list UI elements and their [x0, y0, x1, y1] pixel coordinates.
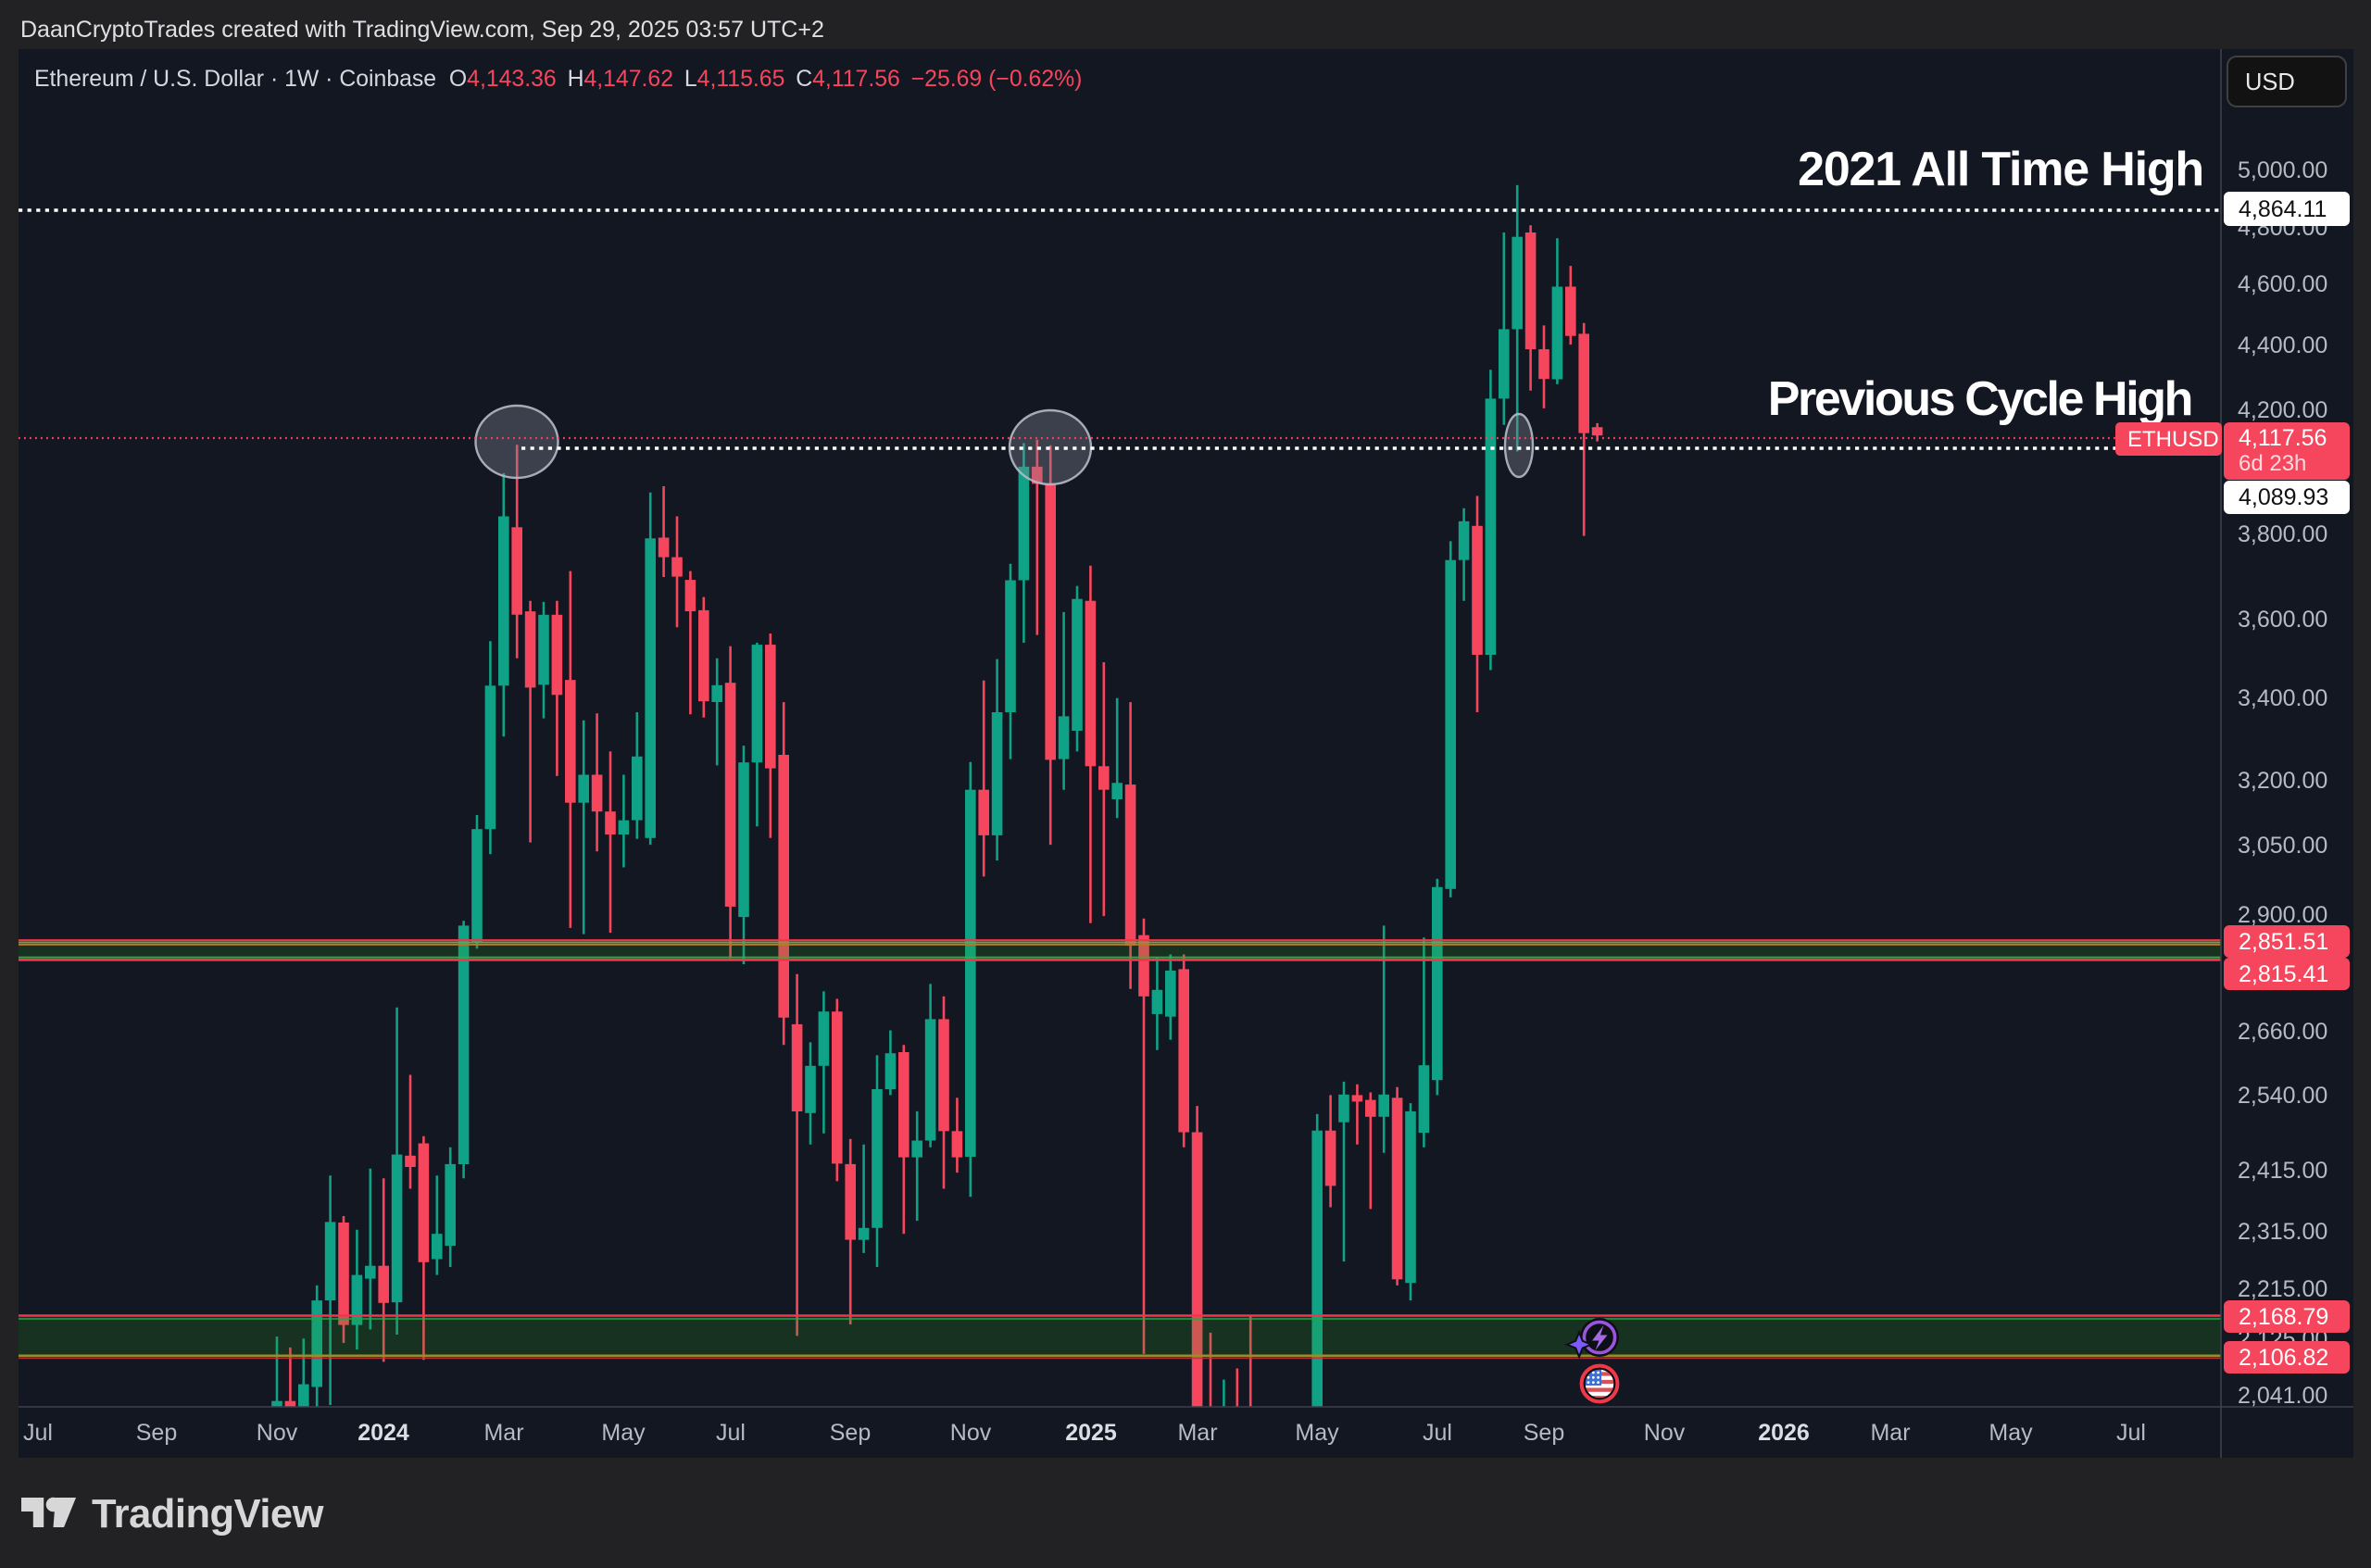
svg-text:2,041.00: 2,041.00 [2238, 1383, 2327, 1409]
svg-text:Sep: Sep [1524, 1420, 1564, 1446]
svg-text:Mar: Mar [1177, 1420, 1217, 1446]
svg-text:Ethereum / U.S. Dollar · 1W ·: Ethereum / U.S. Dollar · 1W · Coinbase O… [34, 67, 1082, 92]
svg-text:2,315.00: 2,315.00 [2238, 1219, 2327, 1245]
svg-text:Nov: Nov [950, 1420, 992, 1446]
svg-text:2,168.79: 2,168.79 [2239, 1304, 2328, 1330]
svg-text:2,540.00: 2,540.00 [2238, 1083, 2327, 1109]
svg-text:3,800.00: 3,800.00 [2238, 521, 2327, 547]
svg-text:Mar: Mar [1870, 1420, 1910, 1446]
svg-text:2025: 2025 [1065, 1420, 1117, 1446]
svg-text:USD: USD [2245, 69, 2295, 95]
svg-text:2,851.51: 2,851.51 [2239, 929, 2328, 955]
svg-text:Jul: Jul [2116, 1420, 2146, 1446]
svg-text:4,117.56: 4,117.56 [2239, 425, 2327, 451]
svg-text:2,215.00: 2,215.00 [2238, 1276, 2327, 1302]
svg-text:2,660.00: 2,660.00 [2238, 1019, 2327, 1045]
svg-text:3,200.00: 3,200.00 [2238, 768, 2327, 794]
svg-text:May: May [1988, 1420, 2033, 1446]
svg-text:Mar: Mar [483, 1420, 523, 1446]
svg-text:Nov: Nov [1644, 1420, 1686, 1446]
svg-text:Jul: Jul [716, 1420, 746, 1446]
svg-text:2,900.00: 2,900.00 [2238, 902, 2327, 928]
svg-text:3,400.00: 3,400.00 [2238, 685, 2327, 711]
svg-text:Jul: Jul [23, 1420, 53, 1446]
svg-text:6d 23h: 6d 23h [2239, 451, 2306, 476]
svg-text:3,600.00: 3,600.00 [2238, 607, 2327, 633]
svg-text:2026: 2026 [1758, 1420, 1810, 1446]
svg-text:Sep: Sep [136, 1420, 177, 1446]
svg-text:2,815.41: 2,815.41 [2239, 961, 2328, 987]
svg-text:2024: 2024 [358, 1420, 409, 1446]
svg-text:3,050.00: 3,050.00 [2238, 833, 2327, 859]
svg-text:ETHUSD: ETHUSD [2127, 427, 2219, 452]
svg-text:Sep: Sep [830, 1420, 871, 1446]
svg-text:4,089.93: 4,089.93 [2239, 484, 2328, 510]
svg-text:4,200.00: 4,200.00 [2238, 397, 2327, 423]
svg-text:TradingView: TradingView [92, 1492, 324, 1537]
svg-text:2,415.00: 2,415.00 [2238, 1158, 2327, 1184]
svg-text:2021 All Time High: 2021 All Time High [1798, 143, 2203, 196]
svg-text:4,600.00: 4,600.00 [2238, 271, 2327, 297]
svg-text:5,000.00: 5,000.00 [2238, 157, 2327, 183]
svg-text:4,864.11: 4,864.11 [2239, 196, 2327, 222]
svg-text:4,400.00: 4,400.00 [2238, 332, 2327, 358]
svg-text:Jul: Jul [1423, 1420, 1452, 1446]
svg-text:May: May [1295, 1420, 1339, 1446]
svg-text:2,106.82: 2,106.82 [2239, 1345, 2328, 1371]
svg-text:May: May [601, 1420, 646, 1446]
svg-text:Previous Cycle High: Previous Cycle High [1768, 372, 2191, 426]
svg-text:DaanCryptoTrades created with: DaanCryptoTrades created with TradingVie… [20, 17, 824, 43]
svg-text:Nov: Nov [257, 1420, 298, 1446]
